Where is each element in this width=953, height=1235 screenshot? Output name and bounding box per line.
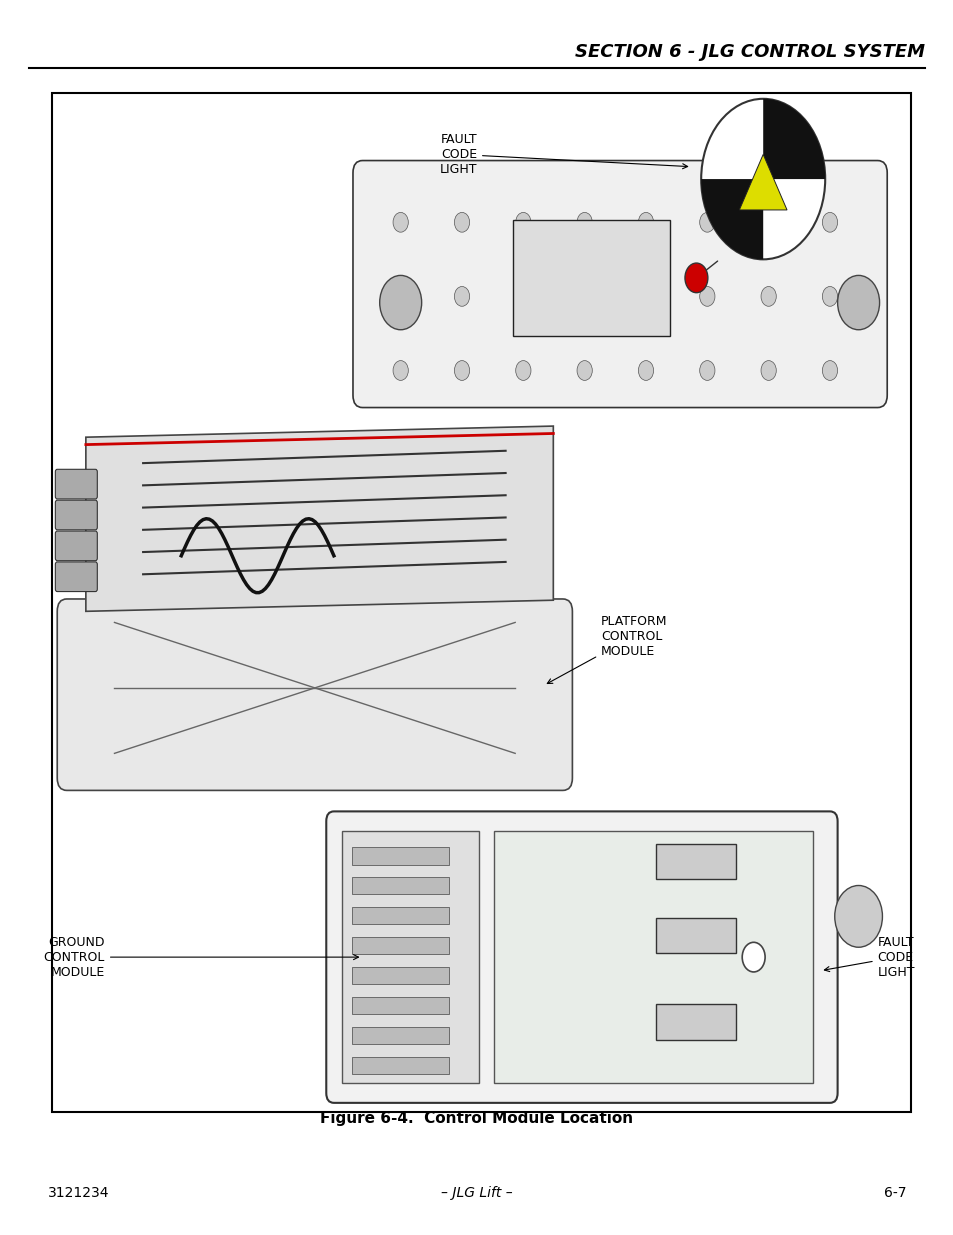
FancyBboxPatch shape — [55, 469, 97, 499]
Circle shape — [393, 361, 408, 380]
FancyBboxPatch shape — [656, 844, 736, 879]
Text: Figure 6-4.  Control Module Location: Figure 6-4. Control Module Location — [320, 1112, 633, 1126]
Circle shape — [638, 361, 653, 380]
Circle shape — [393, 212, 408, 232]
Circle shape — [577, 361, 592, 380]
Circle shape — [516, 361, 531, 380]
FancyBboxPatch shape — [494, 831, 812, 1083]
FancyBboxPatch shape — [513, 220, 669, 336]
Polygon shape — [762, 99, 824, 179]
Circle shape — [393, 287, 408, 306]
FancyBboxPatch shape — [353, 161, 886, 408]
Circle shape — [379, 275, 421, 330]
Circle shape — [516, 287, 531, 306]
Circle shape — [577, 212, 592, 232]
Circle shape — [638, 212, 653, 232]
FancyBboxPatch shape — [352, 847, 449, 864]
Circle shape — [821, 287, 837, 306]
Text: 6-7: 6-7 — [882, 1187, 905, 1200]
Circle shape — [760, 212, 776, 232]
FancyBboxPatch shape — [352, 997, 449, 1014]
Circle shape — [699, 287, 714, 306]
Circle shape — [699, 361, 714, 380]
Circle shape — [638, 287, 653, 306]
FancyBboxPatch shape — [326, 811, 837, 1103]
FancyBboxPatch shape — [352, 908, 449, 925]
Circle shape — [577, 287, 592, 306]
Circle shape — [454, 287, 469, 306]
Circle shape — [760, 361, 776, 380]
Circle shape — [821, 361, 837, 380]
Text: FAULT
CODE
LIGHT: FAULT CODE LIGHT — [439, 133, 687, 175]
Circle shape — [821, 212, 837, 232]
Circle shape — [454, 361, 469, 380]
Circle shape — [741, 942, 764, 972]
FancyBboxPatch shape — [352, 967, 449, 984]
Circle shape — [760, 287, 776, 306]
FancyBboxPatch shape — [656, 918, 736, 953]
FancyBboxPatch shape — [352, 1028, 449, 1045]
FancyBboxPatch shape — [341, 831, 478, 1083]
FancyBboxPatch shape — [352, 1057, 449, 1074]
Polygon shape — [739, 154, 786, 210]
Text: GROUND
CONTROL
MODULE: GROUND CONTROL MODULE — [44, 936, 358, 978]
Circle shape — [516, 212, 531, 232]
FancyBboxPatch shape — [55, 500, 97, 530]
Text: – JLG Lift –: – JLG Lift – — [440, 1187, 513, 1200]
Text: FAULT
CODE
LIGHT: FAULT CODE LIGHT — [823, 936, 914, 978]
Circle shape — [700, 99, 824, 259]
Circle shape — [837, 275, 879, 330]
Circle shape — [699, 212, 714, 232]
Text: SECTION 6 - JLG CONTROL SYSTEM: SECTION 6 - JLG CONTROL SYSTEM — [575, 43, 924, 62]
FancyBboxPatch shape — [57, 599, 572, 790]
Polygon shape — [86, 426, 553, 611]
Circle shape — [684, 263, 707, 293]
FancyBboxPatch shape — [52, 93, 910, 1112]
FancyBboxPatch shape — [55, 562, 97, 592]
FancyBboxPatch shape — [656, 1004, 736, 1040]
Circle shape — [834, 885, 882, 947]
Polygon shape — [700, 179, 762, 259]
FancyBboxPatch shape — [55, 531, 97, 561]
Text: 3121234: 3121234 — [48, 1187, 109, 1200]
Text: PLATFORM
CONTROL
MODULE: PLATFORM CONTROL MODULE — [547, 615, 667, 683]
FancyBboxPatch shape — [352, 877, 449, 894]
FancyBboxPatch shape — [352, 937, 449, 955]
Circle shape — [454, 212, 469, 232]
